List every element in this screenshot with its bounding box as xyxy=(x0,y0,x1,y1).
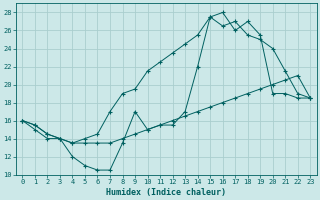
X-axis label: Humidex (Indice chaleur): Humidex (Indice chaleur) xyxy=(106,188,226,197)
